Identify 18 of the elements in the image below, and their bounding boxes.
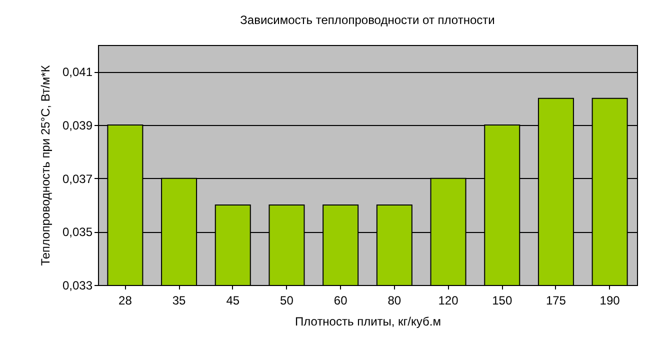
- x-tick-label: 60: [334, 294, 348, 308]
- y-tick-label: 0,033: [62, 278, 93, 292]
- y-tick-label: 0,039: [62, 118, 93, 132]
- y-tick-label: 0,037: [62, 172, 93, 186]
- x-tick-label: 50: [280, 294, 294, 308]
- x-tick-label: 175: [546, 294, 566, 308]
- y-axis-title: Теплопроводность при 25°С, Вт/м*К: [38, 65, 52, 266]
- x-tick-label: 45: [226, 294, 240, 308]
- x-tick-label: 80: [388, 294, 402, 308]
- x-tick-label: 28: [118, 294, 132, 308]
- x-tick-label: 190: [600, 294, 620, 308]
- x-tick-label: 35: [172, 294, 186, 308]
- y-tick-label: 0,041: [62, 65, 93, 80]
- x-tick-label: 120: [438, 294, 459, 308]
- y-tick-label: 0,035: [62, 225, 93, 240]
- x-tick-label: 150: [492, 294, 512, 308]
- x-axis-title: Плотность плиты, кг/куб.м: [295, 314, 441, 328]
- chart-title: Зависимость теплопроводности от плотности: [240, 13, 495, 27]
